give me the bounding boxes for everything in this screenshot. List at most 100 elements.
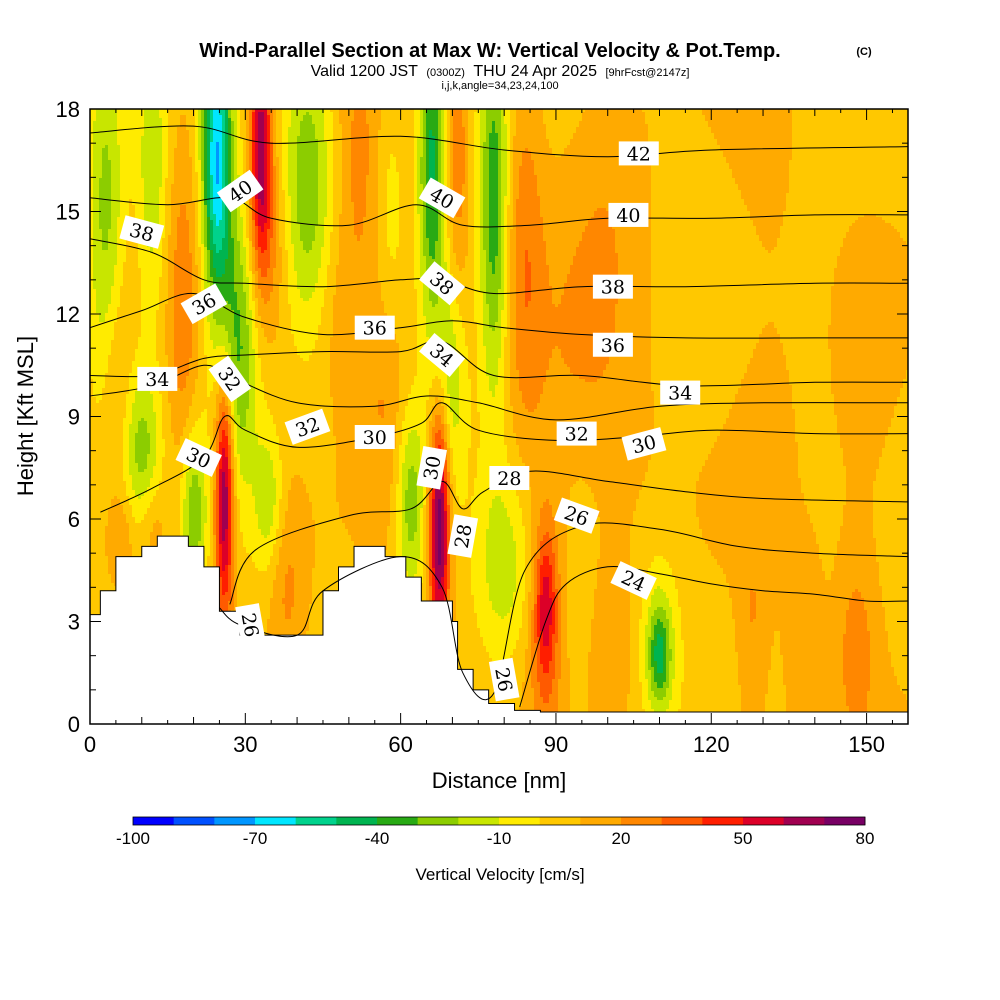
heat-cell bbox=[876, 139, 879, 142]
heat-cell bbox=[222, 133, 225, 136]
heat-cell bbox=[879, 115, 882, 118]
heat-cell bbox=[360, 130, 363, 133]
heat-cell bbox=[708, 139, 711, 142]
heat-cell bbox=[645, 130, 648, 133]
heat-cell bbox=[375, 112, 378, 115]
heat-cell bbox=[318, 115, 321, 118]
heat-cell bbox=[597, 133, 600, 136]
heat-cell bbox=[657, 118, 660, 121]
heat-cell bbox=[99, 136, 102, 139]
heat-cell bbox=[873, 133, 876, 136]
heat-cell bbox=[708, 142, 711, 145]
heat-cell bbox=[609, 127, 612, 130]
heat-cell bbox=[519, 118, 522, 121]
heat-cell bbox=[753, 124, 756, 127]
heat-cell bbox=[135, 139, 138, 142]
heat-cell bbox=[612, 115, 615, 118]
heat-cell bbox=[318, 127, 321, 130]
heat-cell bbox=[792, 130, 795, 133]
heat-cell bbox=[396, 124, 399, 127]
heat-cell bbox=[555, 136, 558, 139]
heat-cell bbox=[576, 112, 579, 115]
heat-cell bbox=[870, 115, 873, 118]
heat-cell bbox=[450, 118, 453, 121]
heat-cell bbox=[627, 112, 630, 115]
heat-cell bbox=[669, 118, 672, 121]
heat-cell bbox=[372, 124, 375, 127]
heat-cell bbox=[183, 121, 186, 124]
heat-cell bbox=[870, 142, 873, 145]
heat-cell bbox=[828, 142, 831, 145]
heat-cell bbox=[804, 112, 807, 115]
heat-cell bbox=[702, 136, 705, 139]
heat-cell bbox=[234, 145, 237, 148]
heat-cell bbox=[588, 130, 591, 133]
heat-cell bbox=[753, 118, 756, 121]
heat-cell bbox=[780, 142, 783, 145]
heat-cell bbox=[513, 112, 516, 115]
heat-cell bbox=[603, 130, 606, 133]
heat-cell bbox=[540, 133, 543, 136]
heat-cell bbox=[285, 112, 288, 115]
heat-cell bbox=[729, 142, 732, 145]
heat-cell bbox=[543, 115, 546, 118]
heat-cell bbox=[903, 130, 906, 133]
heat-cell bbox=[363, 139, 366, 142]
heat-cell bbox=[558, 112, 561, 115]
heat-cell bbox=[606, 118, 609, 121]
heat-cell bbox=[867, 139, 870, 142]
heat-cell bbox=[588, 133, 591, 136]
heat-cell bbox=[234, 142, 237, 145]
heat-cell bbox=[144, 145, 147, 148]
heat-cell bbox=[783, 118, 786, 121]
heat-cell bbox=[144, 115, 147, 118]
heat-cell bbox=[372, 115, 375, 118]
heat-cell bbox=[300, 127, 303, 130]
heat-cell bbox=[654, 112, 657, 115]
heat-cell bbox=[315, 118, 318, 121]
heat-cell bbox=[720, 112, 723, 115]
heat-cell bbox=[432, 118, 435, 121]
heat-cell bbox=[639, 112, 642, 115]
heat-cell bbox=[645, 133, 648, 136]
heat-cell bbox=[777, 112, 780, 115]
heat-cell bbox=[603, 127, 606, 130]
heat-cell bbox=[873, 142, 876, 145]
heat-cell bbox=[132, 121, 135, 124]
heat-cell bbox=[792, 121, 795, 124]
heat-cell bbox=[876, 130, 879, 133]
heat-cell bbox=[672, 130, 675, 133]
heat-cell bbox=[828, 121, 831, 124]
heat-cell bbox=[429, 124, 432, 127]
heat-cell bbox=[603, 136, 606, 139]
heat-cell bbox=[666, 139, 669, 142]
heat-cell bbox=[735, 142, 738, 145]
heat-cell bbox=[237, 145, 240, 148]
heat-cell bbox=[204, 112, 207, 115]
heat-cell bbox=[135, 136, 138, 139]
heat-cell bbox=[819, 133, 822, 136]
heat-cell bbox=[423, 112, 426, 115]
heat-cell bbox=[726, 127, 729, 130]
heat-cell bbox=[714, 121, 717, 124]
heat-cell bbox=[96, 142, 99, 145]
heat-cell bbox=[336, 136, 339, 139]
heat-cell bbox=[741, 112, 744, 115]
heat-cell bbox=[531, 121, 534, 124]
heat-cell bbox=[348, 133, 351, 136]
heat-cell bbox=[216, 118, 219, 121]
heat-cell bbox=[402, 118, 405, 121]
heat-cell bbox=[819, 130, 822, 133]
heat-cell bbox=[558, 142, 561, 145]
heat-cell bbox=[456, 121, 459, 124]
heat-cell bbox=[465, 136, 468, 139]
heat-cell bbox=[198, 139, 201, 142]
heat-cell bbox=[540, 115, 543, 118]
heat-cell bbox=[804, 142, 807, 145]
heat-cell bbox=[102, 139, 105, 142]
grid-indices: i,j,k,angle=34,23,24,100 bbox=[441, 80, 558, 92]
heat-cell bbox=[561, 136, 564, 139]
heat-cell bbox=[243, 121, 246, 124]
heat-cell bbox=[723, 112, 726, 115]
heat-cell bbox=[816, 139, 819, 142]
